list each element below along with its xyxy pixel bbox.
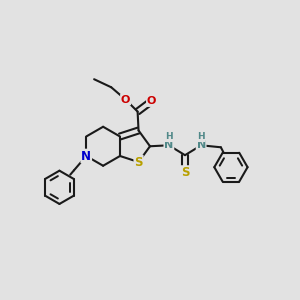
Text: N: N: [196, 140, 206, 150]
Text: H: H: [165, 132, 173, 141]
Text: H: H: [197, 132, 205, 141]
Text: S: S: [181, 166, 189, 179]
Text: N: N: [81, 149, 91, 163]
Text: N: N: [164, 140, 173, 150]
Text: S: S: [134, 155, 143, 169]
Text: O: O: [121, 94, 130, 105]
Text: O: O: [147, 96, 156, 106]
